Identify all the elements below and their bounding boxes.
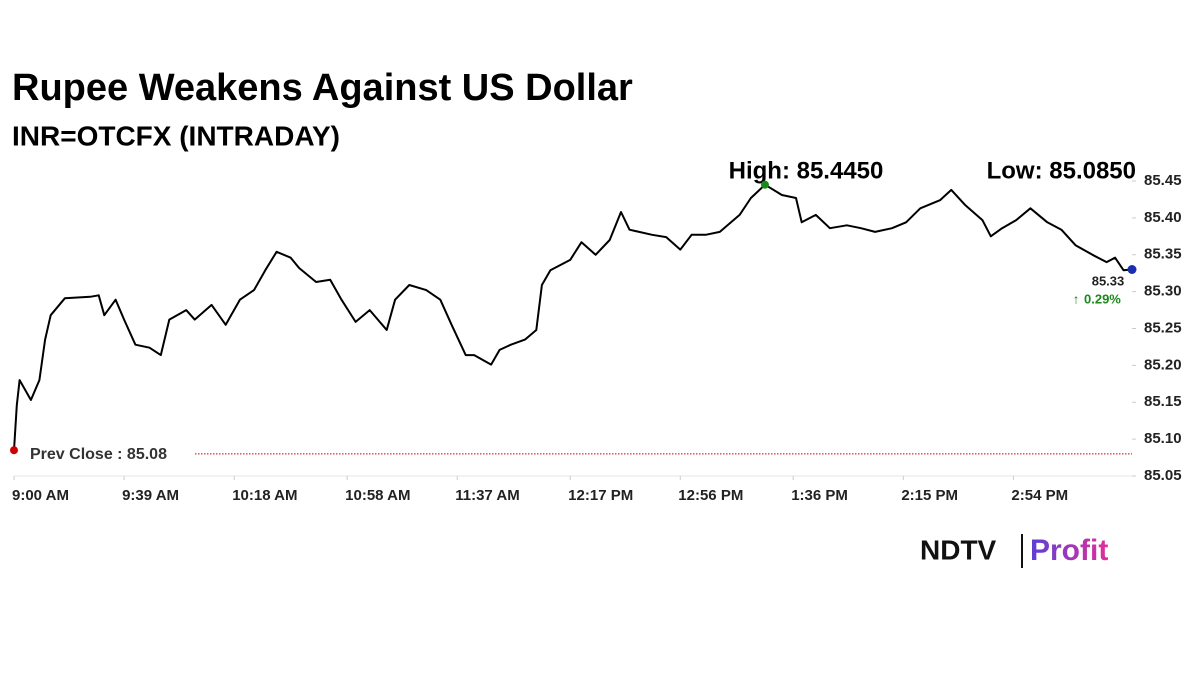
x-tick-label: 12:17 PM — [568, 487, 633, 504]
y-tick-label: 85.25 — [1144, 319, 1182, 336]
x-tick-label: 10:58 AM — [345, 487, 410, 504]
x-tick-label: 1:36 PM — [791, 487, 848, 504]
y-tick-label: 85.30 — [1144, 283, 1182, 300]
start-marker — [10, 446, 18, 455]
x-tick-label: 2:15 PM — [901, 487, 958, 504]
x-tick-label: 11:37 AM — [455, 487, 519, 504]
price-line — [13, 183, 1133, 451]
high-label: High: 85.4450 — [729, 157, 884, 184]
y-tick-label: 85.45 — [1144, 172, 1182, 189]
x-tick-label: 9:39 AM — [122, 487, 179, 504]
y-tick-label: 85.05 — [1144, 467, 1182, 484]
low-label: Low: 85.0850 — [987, 157, 1136, 184]
change-arrow: ↑ — [1073, 291, 1080, 306]
y-tick-label: 85.15 — [1144, 393, 1182, 410]
x-tick-label: 10:18 AM — [232, 487, 297, 504]
chart-subtitle: INR=OTCFX (INTRADAY) — [12, 120, 340, 151]
y-tick-label: 85.40 — [1144, 209, 1182, 226]
x-tick-label: 12:56 PM — [678, 487, 743, 504]
y-tick-label: 85.10 — [1144, 430, 1182, 447]
brand-product: Profit — [1030, 534, 1108, 567]
prev-close-label: Prev Close : 85.08 — [30, 446, 167, 463]
brand-name: NDTV — [920, 534, 997, 565]
change-label: 0.29% — [1084, 291, 1121, 306]
high-marker — [760, 180, 769, 189]
last-value-label: 85.33 — [1092, 273, 1125, 288]
y-tick-label: 85.35 — [1144, 246, 1182, 263]
y-tick-label: 85.20 — [1144, 356, 1182, 373]
last-marker — [1127, 265, 1137, 274]
x-tick-label: 9:00 AM — [12, 487, 69, 504]
x-tick-label: 2:54 PM — [1011, 487, 1068, 504]
chart-title: Rupee Weakens Against US Dollar — [12, 67, 633, 109]
